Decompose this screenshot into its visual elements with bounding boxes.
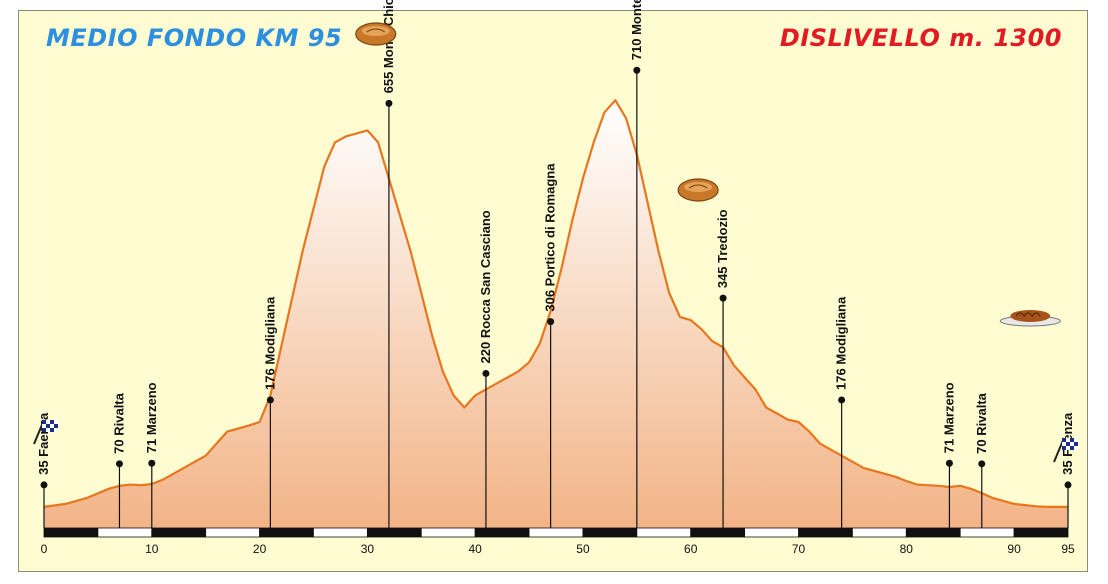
place-label: 345 Tredozio [715, 209, 730, 288]
x-tick-label: 40 [468, 542, 482, 556]
x-tick-label: 60 [684, 542, 698, 556]
place-dot [945, 459, 953, 467]
elevation-line [43, 99, 1068, 508]
scale-segment [852, 527, 907, 538]
scale-segment [959, 527, 1015, 538]
scale-segment [1013, 527, 1069, 538]
distance-title: MEDIO FONDO KM 95 [46, 24, 343, 52]
scale-segment [43, 527, 99, 538]
bread-roll-icon [677, 178, 719, 202]
scale-segment [366, 527, 422, 538]
place-label: 70 Rivalta [974, 392, 989, 453]
place-dot [719, 294, 727, 302]
place-label: 71 Marzeno [144, 382, 159, 453]
scale-segment [636, 527, 692, 538]
scale-segment [582, 527, 638, 538]
x-tick-label: 20 [253, 542, 267, 556]
x-tick-label: 10 [145, 542, 159, 556]
place-label: 306 Portico di Romagna [543, 163, 558, 312]
scale-segment [528, 527, 584, 538]
scale-segment [151, 527, 207, 538]
x-tick-label: 95 [1061, 542, 1075, 556]
scale-segment [474, 527, 530, 538]
scale-segment [259, 527, 314, 538]
place-dot [385, 99, 393, 107]
scale-segment [97, 527, 153, 538]
x-tick-label: 70 [792, 542, 806, 556]
scale-segment [905, 527, 961, 538]
place-dot [148, 459, 156, 467]
place-label: 220 Rocca San Casciano [478, 210, 493, 363]
scale-segment [313, 527, 368, 538]
scale-segment [744, 527, 799, 538]
scale-segment [205, 527, 260, 538]
x-tick-label: 50 [576, 542, 590, 556]
place-label: 71 Marzeno [941, 382, 956, 453]
checkered-flag-icon [1053, 437, 1078, 463]
place-dot [482, 369, 490, 377]
scale-segment [690, 527, 746, 538]
place-dot [547, 318, 555, 326]
checkered-flag-icon [33, 419, 58, 445]
place-dot [1064, 481, 1072, 489]
place-label: 176 Modigliana [262, 296, 277, 390]
x-tick-label: 30 [361, 542, 375, 556]
place-label: 70 Rivalta [111, 392, 126, 453]
place-dot [978, 460, 986, 468]
place-dot [633, 66, 641, 74]
place-label: 176 Modigliana [834, 296, 849, 390]
place-label: 710 Monte Busca [629, 0, 644, 60]
place-label: 655 Monte Chioda [381, 0, 396, 93]
x-tick-label: 0 [41, 542, 48, 556]
place-dot [838, 396, 846, 404]
scale-segment [798, 527, 853, 538]
scale-segment [420, 527, 476, 538]
elevation-area [44, 100, 1068, 528]
place-dot [115, 460, 123, 468]
x-tick-label: 90 [1007, 542, 1021, 556]
bread-roll-icon [355, 22, 397, 46]
place-dot [40, 481, 48, 489]
place-dot [266, 396, 274, 404]
climb-title: DISLIVELLO m. 1300 [779, 24, 1062, 52]
pasta-plate-icon [999, 310, 1061, 327]
x-tick-label: 80 [900, 542, 914, 556]
